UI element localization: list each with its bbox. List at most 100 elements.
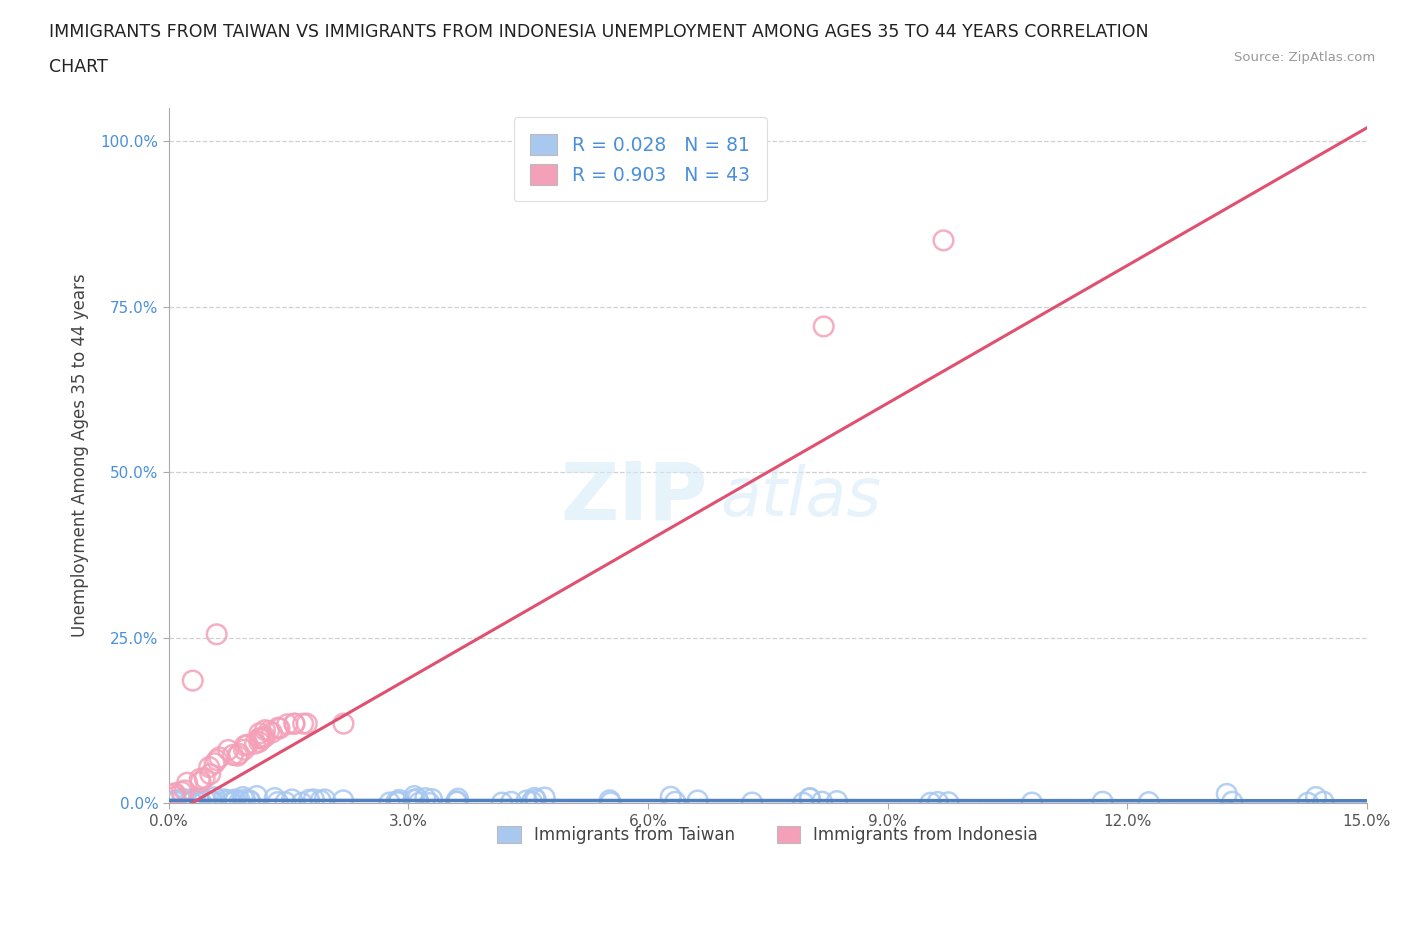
Point — [188, 795, 211, 810]
Point — [190, 795, 212, 810]
Point — [1312, 794, 1334, 809]
Point — [257, 724, 280, 738]
Point — [183, 791, 205, 806]
Point — [163, 790, 186, 804]
Point — [446, 794, 468, 809]
Point — [247, 726, 270, 741]
Point — [224, 792, 246, 807]
Point — [163, 787, 186, 802]
Point — [188, 772, 211, 787]
Point — [283, 716, 305, 731]
Point — [413, 790, 436, 805]
Point — [664, 794, 686, 809]
Point — [212, 791, 235, 806]
Point — [444, 794, 467, 809]
Point — [1021, 795, 1043, 810]
Point — [233, 792, 256, 807]
Point — [295, 716, 318, 731]
Point — [811, 794, 834, 809]
Point — [204, 756, 226, 771]
Legend: Immigrants from Taiwan, Immigrants from Indonesia: Immigrants from Taiwan, Immigrants from … — [484, 813, 1052, 857]
Point — [222, 794, 245, 809]
Point — [208, 750, 231, 764]
Point — [314, 792, 336, 807]
Point — [447, 791, 470, 806]
Point — [332, 716, 354, 731]
Point — [173, 783, 195, 798]
Point — [516, 793, 538, 808]
Y-axis label: Unemployment Among Ages 35 to 44 years: Unemployment Among Ages 35 to 44 years — [72, 273, 89, 637]
Point — [813, 319, 835, 334]
Point — [1296, 795, 1319, 810]
Point — [165, 794, 187, 809]
Point — [238, 793, 260, 808]
Point — [253, 729, 276, 744]
Point — [418, 795, 440, 810]
Point — [520, 794, 543, 809]
Point — [406, 791, 429, 806]
Point — [229, 793, 252, 808]
Point — [263, 790, 285, 805]
Point — [252, 730, 274, 745]
Point — [160, 795, 183, 810]
Point — [686, 793, 709, 808]
Point — [274, 795, 297, 810]
Point — [217, 742, 239, 757]
Point — [163, 786, 186, 801]
Point — [233, 742, 256, 757]
Text: ZIP: ZIP — [561, 458, 707, 537]
Point — [302, 791, 325, 806]
Point — [194, 771, 217, 786]
Point — [194, 792, 217, 807]
Point — [292, 716, 315, 731]
Point — [298, 792, 321, 807]
Point — [533, 790, 555, 805]
Point — [332, 793, 354, 808]
Point — [920, 795, 942, 810]
Point — [226, 749, 249, 764]
Point — [269, 721, 291, 736]
Text: Source: ZipAtlas.com: Source: ZipAtlas.com — [1234, 51, 1375, 64]
Point — [200, 766, 222, 781]
Point — [799, 790, 821, 805]
Point — [201, 794, 224, 809]
Text: CHART: CHART — [49, 58, 108, 75]
Point — [659, 790, 682, 804]
Point — [1091, 794, 1114, 809]
Point — [276, 717, 298, 732]
Point — [233, 738, 256, 753]
Point — [281, 792, 304, 807]
Point — [267, 720, 290, 735]
Point — [243, 737, 266, 751]
Point — [523, 790, 546, 805]
Point — [180, 795, 202, 810]
Point — [260, 725, 283, 740]
Point — [170, 784, 193, 799]
Point — [741, 795, 763, 810]
Point — [165, 794, 187, 809]
Point — [309, 793, 332, 808]
Text: IMMIGRANTS FROM TAIWAN VS IMMIGRANTS FROM INDONESIA UNEMPLOYMENT AMONG AGES 35 T: IMMIGRANTS FROM TAIWAN VS IMMIGRANTS FRO… — [49, 23, 1149, 41]
Point — [524, 792, 547, 807]
Point — [187, 790, 209, 805]
Point — [181, 673, 204, 688]
Point — [215, 793, 238, 808]
Point — [291, 795, 314, 810]
Point — [599, 793, 621, 808]
Point — [205, 627, 228, 642]
Point — [239, 793, 262, 808]
Point — [176, 776, 198, 790]
Point — [198, 760, 221, 775]
Point — [1137, 795, 1160, 810]
Point — [388, 792, 411, 807]
Point — [249, 731, 271, 746]
Point — [501, 794, 523, 809]
Point — [404, 789, 426, 804]
Point — [1216, 787, 1239, 802]
Point — [938, 795, 960, 810]
Point — [224, 792, 246, 807]
Point — [1220, 794, 1243, 809]
Point — [491, 795, 513, 810]
Point — [388, 795, 411, 810]
Point — [932, 232, 955, 247]
